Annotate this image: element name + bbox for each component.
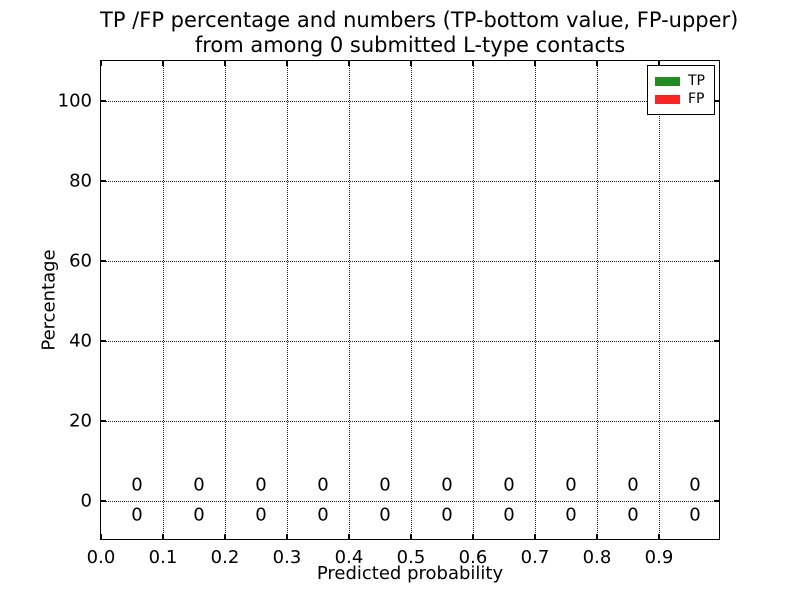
x-tick-bottom <box>348 534 350 539</box>
gridline-vertical <box>349 61 350 539</box>
fp-count-label: 0 <box>627 474 639 496</box>
tp-count-label: 0 <box>441 504 453 526</box>
legend-item-fp: FP <box>655 92 705 106</box>
y-tick-left <box>101 180 106 182</box>
x-tick-label: 0.8 <box>582 547 612 568</box>
x-tick-bottom <box>100 534 102 539</box>
y-tick-right <box>714 500 719 502</box>
x-tick-bottom <box>286 534 288 539</box>
x-tick-bottom <box>224 534 226 539</box>
tp-count-label: 0 <box>565 504 577 526</box>
gridline-vertical <box>163 61 164 539</box>
tp-count-label: 0 <box>255 504 267 526</box>
x-tick-label: 0.0 <box>86 547 116 568</box>
fp-count-label: 0 <box>317 474 329 496</box>
x-tick-top <box>410 61 412 66</box>
legend: TP FP <box>647 65 715 115</box>
legend-label: TP <box>688 73 705 89</box>
x-tick-label: 0.9 <box>644 547 674 568</box>
gridline-vertical <box>535 61 536 539</box>
y-tick-left <box>101 100 106 102</box>
x-tick-bottom <box>472 534 474 539</box>
x-tick-label: 0.7 <box>520 547 550 568</box>
x-tick-top <box>534 61 536 66</box>
y-tick-label: 100 <box>57 90 92 112</box>
x-tick-bottom <box>410 534 412 539</box>
y-axis-label: Percentage <box>38 249 60 351</box>
x-tick-bottom <box>162 534 164 539</box>
y-tick-right <box>714 260 719 262</box>
legend-item-tp: TP <box>655 74 705 88</box>
gridline-horizontal <box>101 501 719 502</box>
gridline-horizontal <box>101 101 719 102</box>
y-tick-right <box>714 100 719 102</box>
tp-count-label: 0 <box>689 504 701 526</box>
tp-count-label: 0 <box>379 504 391 526</box>
fp-count-label: 0 <box>131 474 143 496</box>
legend-swatch-tp <box>655 76 680 86</box>
y-tick-left <box>101 260 106 262</box>
x-tick-top <box>348 61 350 66</box>
y-tick-right <box>714 180 719 182</box>
x-tick-label: 0.6 <box>458 547 488 568</box>
tp-count-label: 0 <box>627 504 639 526</box>
x-tick-top <box>596 61 598 66</box>
y-tick-right <box>714 420 719 422</box>
x-tick-bottom <box>534 534 536 539</box>
x-tick-top <box>100 61 102 66</box>
legend-swatch-fp <box>655 94 680 104</box>
y-tick-label: 20 <box>69 410 92 432</box>
x-tick-top <box>286 61 288 66</box>
chart-title: TP /FP percentage and numbers (TP-bottom… <box>100 8 739 58</box>
legend-label: FP <box>688 91 705 107</box>
x-tick-label: 0.3 <box>272 547 302 568</box>
tp-count-label: 0 <box>193 504 205 526</box>
chart-title-line1: TP /FP percentage and numbers (TP-bottom… <box>100 8 739 32</box>
fp-count-label: 0 <box>503 474 515 496</box>
gridline-horizontal <box>101 181 719 182</box>
gridline-vertical <box>659 61 660 539</box>
x-tick-label: 0.1 <box>148 547 178 568</box>
y-tick-label: 40 <box>69 330 92 352</box>
fp-count-label: 0 <box>441 474 453 496</box>
x-tick-top <box>224 61 226 66</box>
gridline-horizontal <box>101 341 719 342</box>
x-tick-top <box>658 61 660 66</box>
y-tick-left <box>101 500 106 502</box>
x-tick-top <box>472 61 474 66</box>
fp-count-label: 0 <box>379 474 391 496</box>
tp-count-label: 0 <box>317 504 329 526</box>
x-tick-label: 0.4 <box>334 547 364 568</box>
fp-count-label: 0 <box>565 474 577 496</box>
y-tick-label: 80 <box>69 170 92 192</box>
gridline-horizontal <box>101 421 719 422</box>
x-tick-bottom <box>596 534 598 539</box>
x-tick-bottom <box>658 534 660 539</box>
y-tick-label: 0 <box>80 490 92 512</box>
x-axis-label: Predicted probability <box>316 563 504 584</box>
y-tick-left <box>101 340 106 342</box>
gridline-vertical <box>287 61 288 539</box>
x-tick-label: 0.2 <box>210 547 240 568</box>
x-tick-top <box>162 61 164 66</box>
y-tick-left <box>101 420 106 422</box>
fp-count-label: 0 <box>255 474 267 496</box>
fp-count-label: 0 <box>689 474 701 496</box>
x-tick-label: 0.5 <box>396 547 426 568</box>
gridline-vertical <box>225 61 226 539</box>
chart-title-line2: from among 0 submitted L-type contacts <box>194 33 626 57</box>
gridline-vertical <box>597 61 598 539</box>
gridline-vertical <box>473 61 474 539</box>
tp-count-label: 0 <box>131 504 143 526</box>
gridline-vertical <box>411 61 412 539</box>
gridline-horizontal <box>101 261 719 262</box>
fp-count-label: 0 <box>193 474 205 496</box>
y-tick-right <box>714 340 719 342</box>
tp-count-label: 0 <box>503 504 515 526</box>
plot-area: TP FP 0.0 0.1 0.2 0.3 0.4 0.5 0.6 0.7 0.8 0.9 0 20 40… <box>58 60 720 568</box>
y-tick-label: 60 <box>69 250 92 272</box>
